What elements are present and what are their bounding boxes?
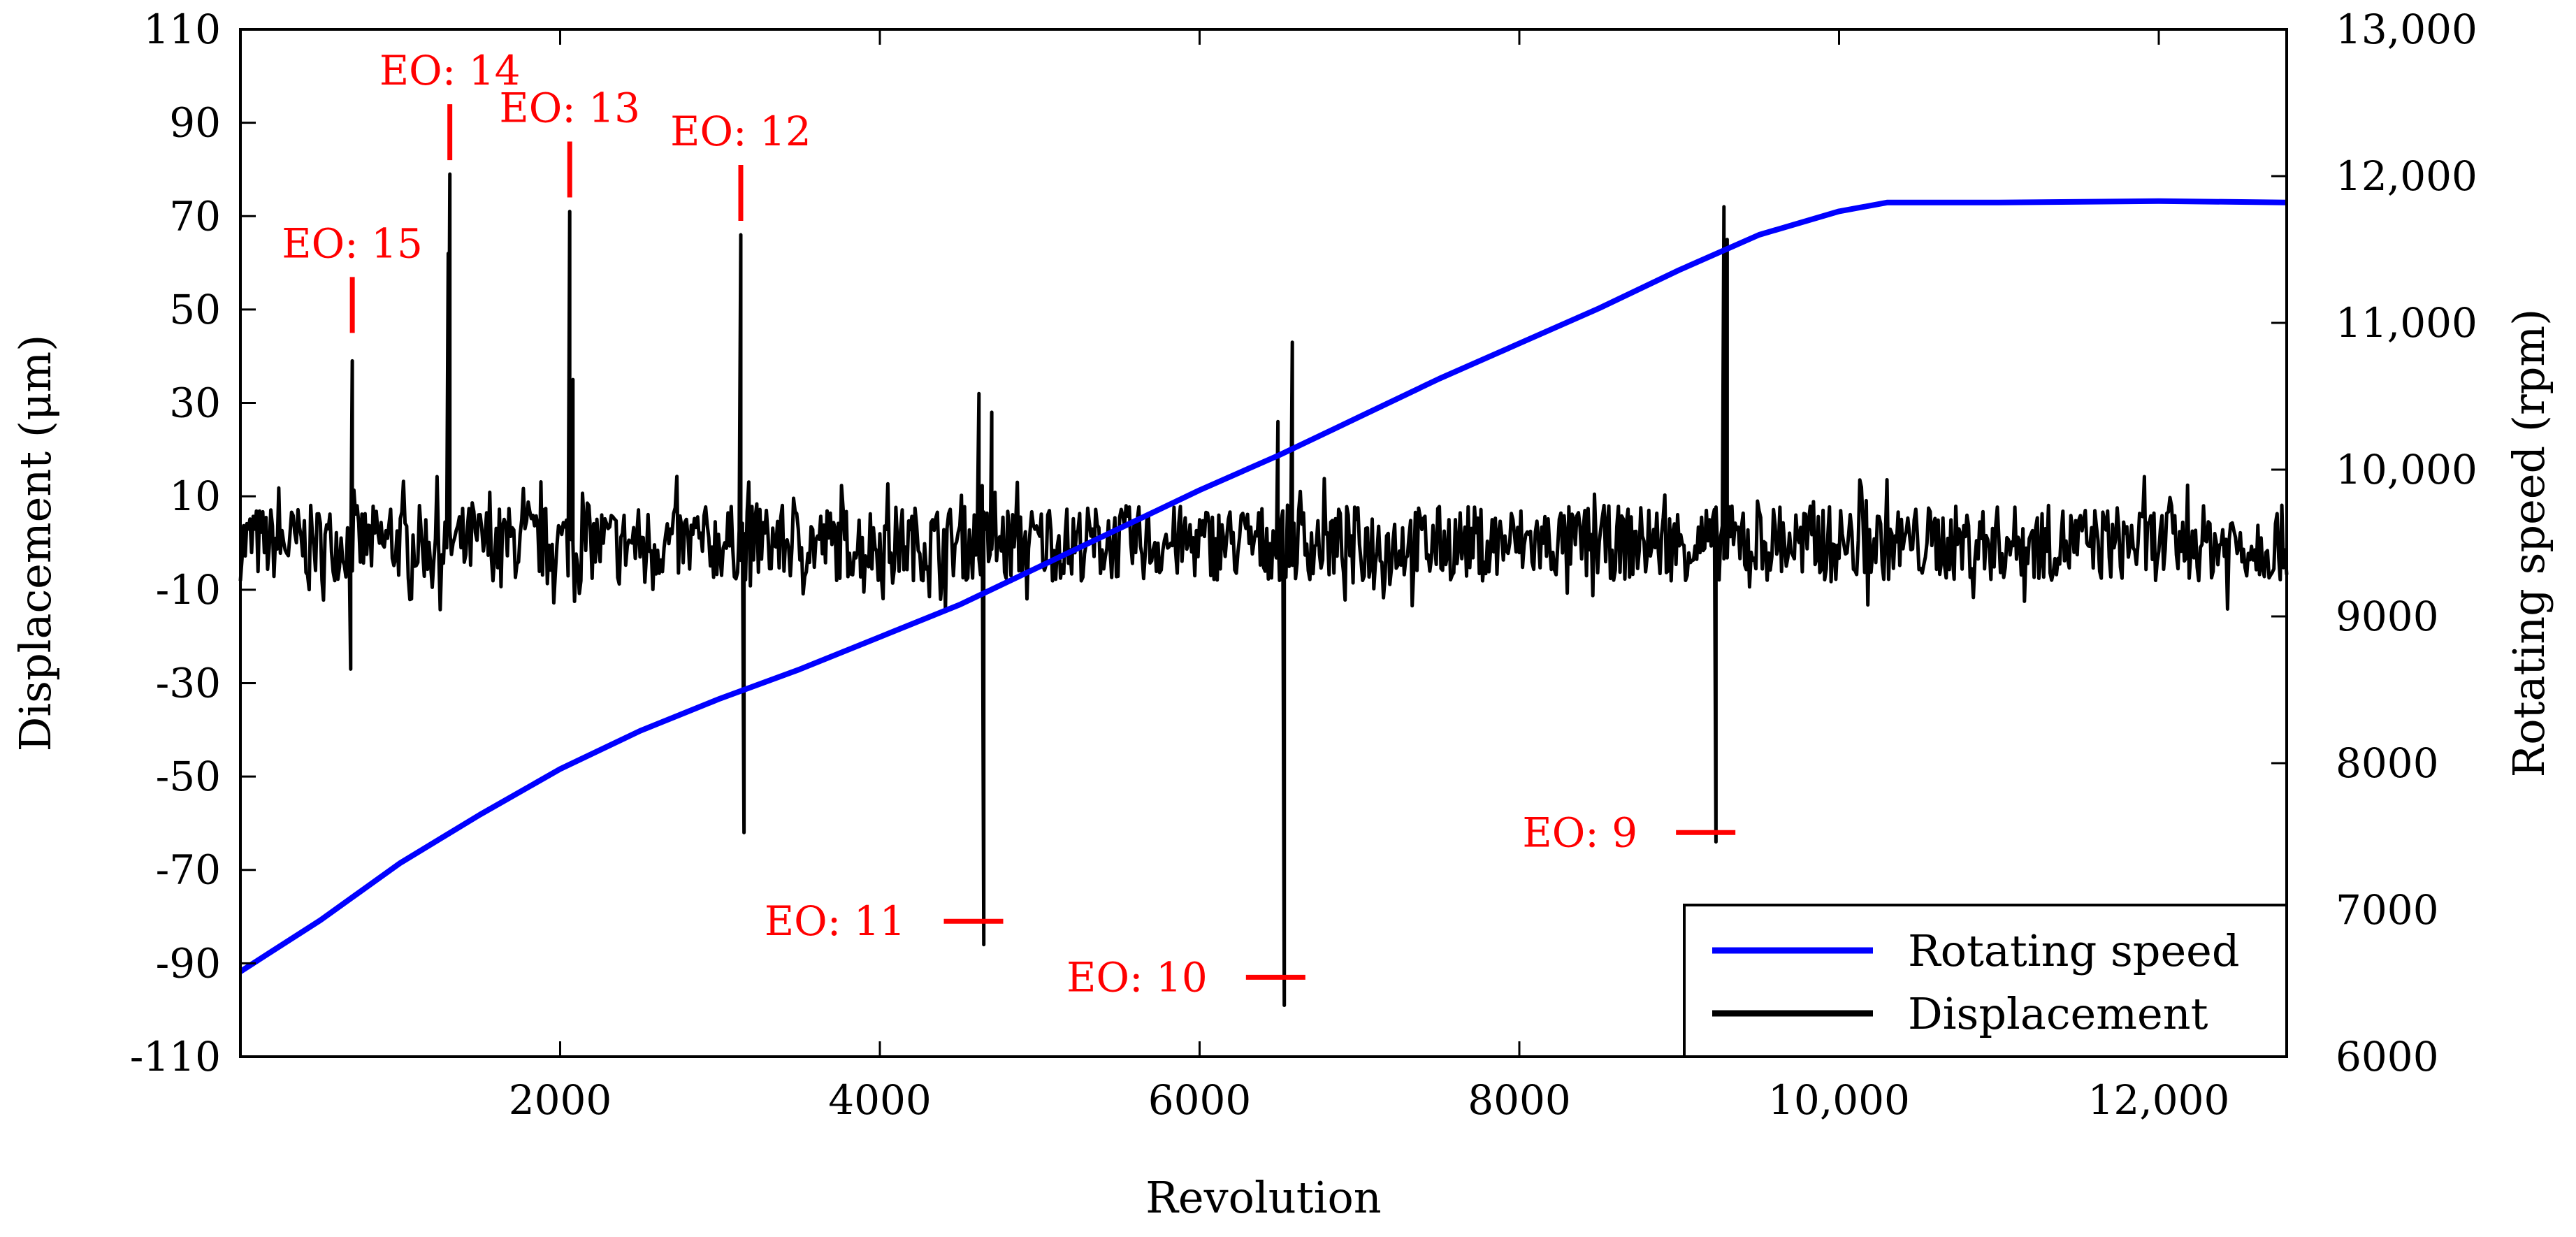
x-tick-label: 12,000 [2088,1076,2230,1124]
x-tick-label: 6000 [1148,1076,1252,1124]
y-right-tick-label: 10,000 [2336,446,2477,493]
legend-rotating-speed-label: Rotating speed [1908,925,2240,976]
y-left-tick-label: -70 [156,846,221,894]
x-tick-label: 8000 [1468,1076,1571,1124]
y-left-tick-label: 90 [169,99,221,147]
annotation-label: EO: 10 [1066,953,1208,1001]
annotation-label: EO: 12 [670,108,811,155]
rotating-speed-series-line [240,201,2287,972]
series-layer [240,174,2287,1005]
y-left-tick-label: -110 [130,1033,221,1080]
x-axis-title: Revolution [1145,1172,1382,1223]
annotation-label: EO: 11 [765,897,906,945]
y-left-tick-label: 50 [169,286,221,333]
y-right-tick-label: 8000 [2336,739,2439,787]
annotation-label: EO: 13 [499,85,640,132]
chart: EO: 15EO: 14EO: 13 EO: 12EO: 11EO: 10EO: … [0,0,2576,1237]
y-right-tick-label: 13,000 [2336,6,2477,53]
y-left-tick-label: -30 [156,659,221,707]
legend-displacement-label: Displacement [1908,988,2208,1039]
x-tick-label: 10,000 [1768,1076,1910,1124]
y-right-tick-label: 12,000 [2336,152,2477,200]
annotation-label: EO: 9 [1522,809,1637,856]
y-left-tick-label: -90 [156,939,221,987]
y-right-axis-title: Rotating speed (rpm) [2503,309,2554,778]
y-left-tick-label: 70 [169,192,221,240]
annotation-label: EO: 15 [282,219,423,267]
y-left-tick-label: 30 [169,379,221,427]
displacement-series-line [240,174,2287,1005]
y-left-tick-label: 110 [143,6,221,53]
y-left-tick-label: -10 [156,566,221,614]
x-tick-label: 4000 [828,1076,932,1124]
y-left-tick-label: -50 [156,753,221,800]
y-left-tick-label: 10 [169,472,221,520]
y-right-tick-label: 11,000 [2336,299,2477,347]
x-tick-label: 2000 [509,1076,612,1124]
y-right-tick-label: 6000 [2336,1033,2439,1080]
y-left-axis-title: Displacement (μm) [10,335,61,752]
y-right-tick-label: 9000 [2336,593,2439,640]
y-right-tick-label: 7000 [2336,886,2439,934]
legend: Rotating speed Displacement [1684,905,2287,1057]
